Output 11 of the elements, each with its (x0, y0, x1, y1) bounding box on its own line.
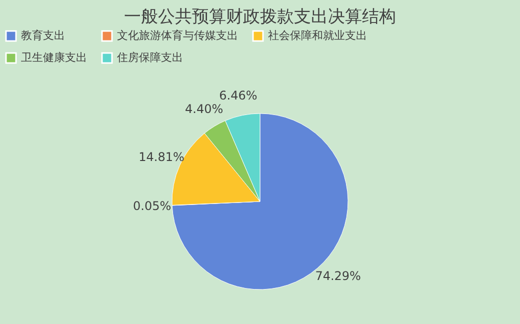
legend-label: 教育支出 (21, 29, 65, 42)
legend-label: 社会保障和就业支出 (268, 29, 367, 42)
data-label: 4.40% (185, 102, 224, 116)
data-label: 74.29% (315, 269, 361, 284)
data-label: 14.81% (138, 150, 184, 164)
chart-title: 一般公共预算财政拨款支出决算结构 (124, 7, 396, 27)
legend-label: 住房保障支出 (117, 51, 183, 64)
legend-label: 文化旅游体育与传媒支出 (117, 29, 238, 42)
data-label: 0.05% (133, 199, 172, 214)
legend-label: 卫生健康支出 (21, 51, 87, 64)
data-label: 6.46% (219, 88, 258, 103)
